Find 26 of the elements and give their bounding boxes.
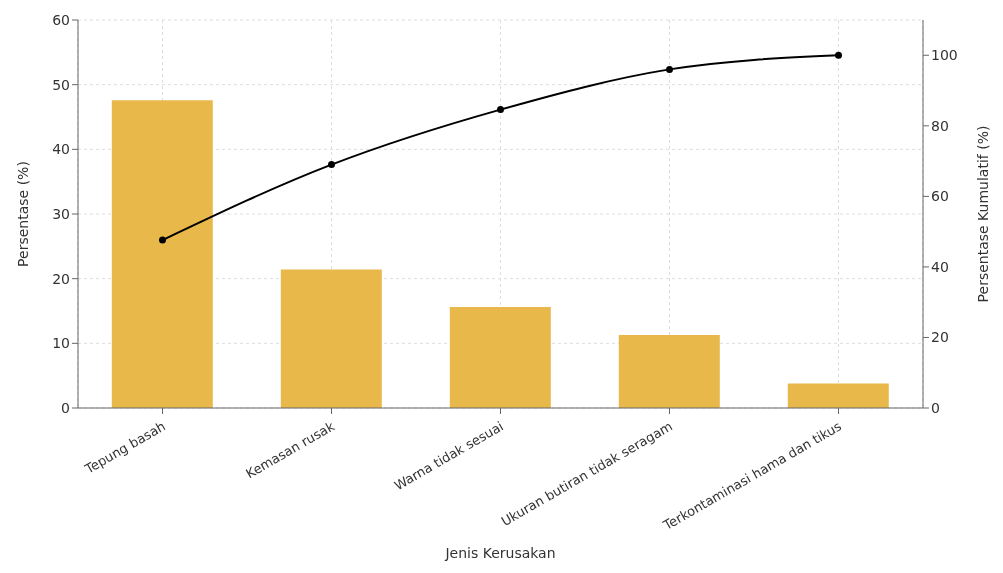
y2-tick-label: 80 [931, 117, 949, 134]
y-tick-label: 50 [52, 76, 70, 93]
point [497, 106, 504, 114]
y2-tick-label: 100 [931, 47, 958, 64]
y-tick-label: 0 [61, 399, 70, 416]
bar [449, 307, 551, 408]
y2-tick-label: 60 [931, 188, 949, 205]
bar [787, 383, 889, 408]
point [328, 161, 335, 169]
y-tick-label: 20 [52, 270, 70, 287]
y-tick-label: 10 [52, 335, 70, 352]
point [835, 51, 842, 59]
point [666, 65, 673, 73]
x-axis-title: Jenis Kerusakan [444, 545, 556, 561]
y2-tick-label: 20 [931, 329, 949, 346]
bar [111, 100, 213, 408]
y-tick-label: 60 [52, 11, 70, 28]
point [159, 236, 166, 244]
y2-tick-label: 0 [931, 399, 940, 416]
y-tick-label: 30 [52, 205, 70, 222]
y2-tick-label: 40 [931, 258, 949, 275]
y-tick-label: 40 [52, 141, 70, 158]
bar [618, 334, 720, 408]
bar [280, 269, 382, 408]
y2-axis-title: Persentase Kumulatif (%) [974, 125, 991, 303]
y-axis-title: Persentase (%) [14, 161, 31, 267]
